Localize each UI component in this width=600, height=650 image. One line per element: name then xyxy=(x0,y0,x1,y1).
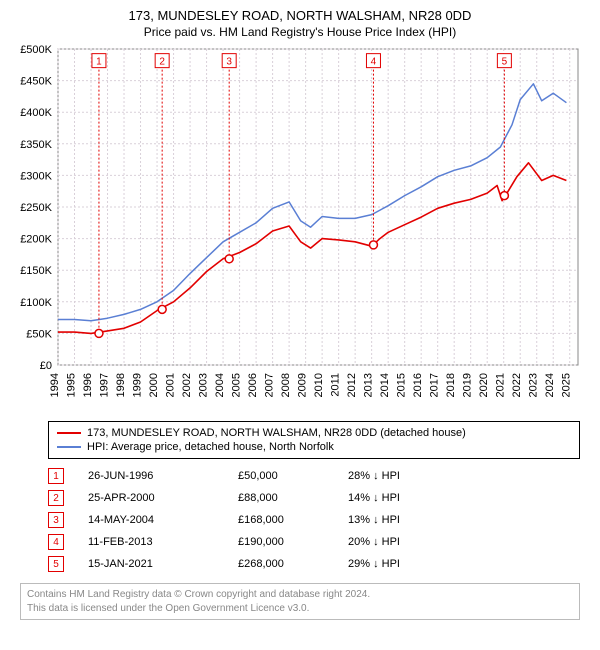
marker-date: 26-JUN-1996 xyxy=(88,470,238,482)
legend-label-hpi: HPI: Average price, detached house, Nort… xyxy=(87,441,334,453)
svg-text:2015: 2015 xyxy=(396,373,408,397)
marker-price: £88,000 xyxy=(238,492,348,504)
svg-text:1997: 1997 xyxy=(99,373,111,397)
attribution-box: Contains HM Land Registry data © Crown c… xyxy=(20,583,580,620)
svg-text:2011: 2011 xyxy=(330,373,342,397)
title-address: 173, MUNDESLEY ROAD, NORTH WALSHAM, NR28… xyxy=(0,8,600,23)
legend-label-property: 173, MUNDESLEY ROAD, NORTH WALSHAM, NR28… xyxy=(87,427,466,439)
marker-number-box: 2 xyxy=(48,490,64,506)
attribution-line1: Contains HM Land Registry data © Crown c… xyxy=(27,588,573,602)
svg-text:£350K: £350K xyxy=(20,139,52,151)
svg-text:£500K: £500K xyxy=(20,44,52,56)
marker-price: £190,000 xyxy=(238,536,348,548)
marker-date: 25-APR-2000 xyxy=(88,492,238,504)
svg-text:2005: 2005 xyxy=(231,373,243,397)
svg-text:£400K: £400K xyxy=(20,107,52,119)
svg-text:2024: 2024 xyxy=(544,373,556,397)
svg-text:2003: 2003 xyxy=(198,373,210,397)
chart-svg: £0 £50K £100K £150K £200K £250K £300K £350K £400… xyxy=(10,43,590,413)
svg-text:1994: 1994 xyxy=(49,373,61,397)
svg-text:2001: 2001 xyxy=(165,373,177,397)
title-block: 173, MUNDESLEY ROAD, NORTH WALSHAM, NR28… xyxy=(0,0,600,43)
svg-text:2000: 2000 xyxy=(148,373,160,397)
marker-price: £50,000 xyxy=(238,470,348,482)
legend-row-property: 173, MUNDESLEY ROAD, NORTH WALSHAM, NR28… xyxy=(57,426,571,440)
svg-text:2018: 2018 xyxy=(445,373,457,397)
marker-number-box: 4 xyxy=(48,534,64,550)
svg-text:1995: 1995 xyxy=(66,373,78,397)
svg-text:1998: 1998 xyxy=(115,373,127,397)
marker-diff: 20% ↓ HPI xyxy=(348,536,468,548)
svg-text:5: 5 xyxy=(502,57,508,68)
svg-text:1999: 1999 xyxy=(132,373,144,397)
svg-text:2021: 2021 xyxy=(495,373,507,397)
svg-text:2006: 2006 xyxy=(247,373,259,397)
marker-price: £168,000 xyxy=(238,514,348,526)
svg-text:2: 2 xyxy=(159,57,165,68)
marker-date: 11-FEB-2013 xyxy=(88,536,238,548)
marker-date: 15-JAN-2021 xyxy=(88,558,238,570)
marker-diff: 13% ↓ HPI xyxy=(348,514,468,526)
marker-price: £268,000 xyxy=(238,558,348,570)
marker-number-box: 1 xyxy=(48,468,64,484)
marker-row: 3 14-MAY-2004£168,00013% ↓ HPI xyxy=(48,509,580,531)
marker-table: 1 26-JUN-1996£50,00028% ↓ HPI 2 25-APR-2000… xyxy=(48,465,580,575)
marker-row: 5 15-JAN-2021£268,00029% ↓ HPI xyxy=(48,553,580,575)
svg-text:£250K: £250K xyxy=(20,202,52,214)
marker-diff: 29% ↓ HPI xyxy=(348,558,468,570)
svg-text:2020: 2020 xyxy=(478,373,490,397)
title-subtitle: Price paid vs. HM Land Registry's House … xyxy=(0,25,600,39)
legend-row-hpi: HPI: Average price, detached house, Nort… xyxy=(57,440,571,454)
attribution-line2: This data is licensed under the Open Gov… xyxy=(27,602,573,616)
svg-text:2014: 2014 xyxy=(379,373,391,397)
svg-text:£50K: £50K xyxy=(26,328,52,340)
marker-row: 1 26-JUN-1996£50,00028% ↓ HPI xyxy=(48,465,580,487)
svg-text:1: 1 xyxy=(96,57,102,68)
chart-area: £0 £50K £100K £150K £200K £250K £300K £350K £400… xyxy=(10,43,590,413)
svg-text:£0: £0 xyxy=(40,360,52,372)
svg-text:2004: 2004 xyxy=(214,373,226,397)
svg-text:2012: 2012 xyxy=(346,373,358,397)
svg-text:£300K: £300K xyxy=(20,170,52,182)
svg-text:3: 3 xyxy=(226,57,232,68)
svg-text:2025: 2025 xyxy=(561,373,573,397)
legend-box: 173, MUNDESLEY ROAD, NORTH WALSHAM, NR28… xyxy=(48,421,580,459)
svg-text:2022: 2022 xyxy=(511,373,523,397)
marker-diff: 14% ↓ HPI xyxy=(348,492,468,504)
marker-diff: 28% ↓ HPI xyxy=(348,470,468,482)
svg-text:2002: 2002 xyxy=(181,373,193,397)
svg-text:2016: 2016 xyxy=(412,373,424,397)
legend-swatch-hpi xyxy=(57,446,81,448)
svg-text:1996: 1996 xyxy=(82,373,94,397)
svg-text:2019: 2019 xyxy=(462,373,474,397)
svg-text:£150K: £150K xyxy=(20,265,52,277)
legend-swatch-property xyxy=(57,432,81,434)
svg-text:2023: 2023 xyxy=(528,373,540,397)
marker-number-box: 3 xyxy=(48,512,64,528)
svg-text:2008: 2008 xyxy=(280,373,292,397)
marker-date: 14-MAY-2004 xyxy=(88,514,238,526)
svg-text:2017: 2017 xyxy=(429,373,441,397)
chart-container: 173, MUNDESLEY ROAD, NORTH WALSHAM, NR28… xyxy=(0,0,600,620)
marker-number-box: 5 xyxy=(48,556,64,572)
svg-text:2010: 2010 xyxy=(313,373,325,397)
svg-text:4: 4 xyxy=(371,57,377,68)
svg-text:2007: 2007 xyxy=(264,373,276,397)
svg-text:2009: 2009 xyxy=(297,373,309,397)
marker-row: 2 25-APR-2000£88,00014% ↓ HPI xyxy=(48,487,580,509)
svg-text:£100K: £100K xyxy=(20,297,52,309)
svg-text:£450K: £450K xyxy=(20,76,52,88)
svg-text:£200K: £200K xyxy=(20,234,52,246)
svg-text:2013: 2013 xyxy=(363,373,375,397)
marker-row: 4 11-FEB-2013£190,00020% ↓ HPI xyxy=(48,531,580,553)
